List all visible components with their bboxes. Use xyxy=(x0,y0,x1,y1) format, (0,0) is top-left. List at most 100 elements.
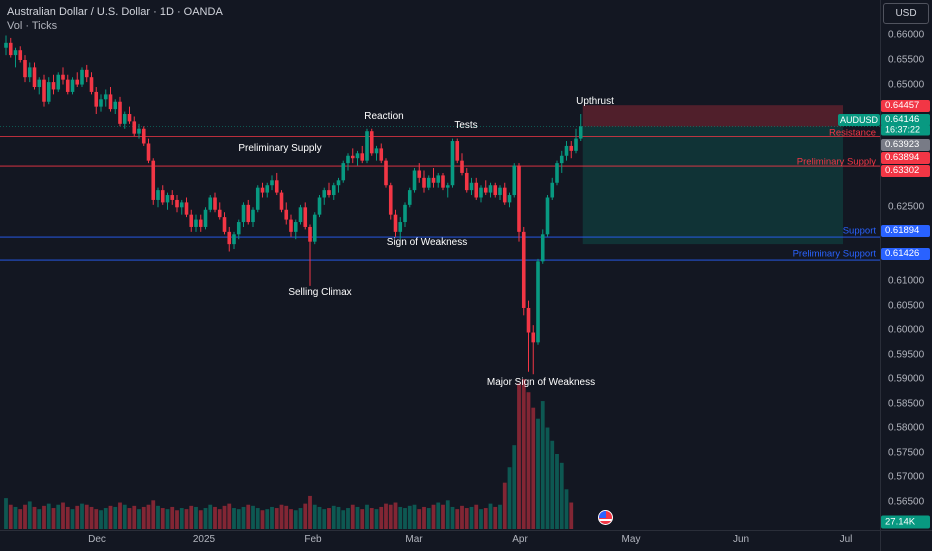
candle-body xyxy=(493,185,498,196)
price-tag: 0.61426 xyxy=(881,248,930,260)
candle-body xyxy=(118,101,122,124)
candle-body xyxy=(308,226,312,242)
volume-bar xyxy=(118,502,122,529)
candle-body xyxy=(65,79,70,92)
volume-bar xyxy=(355,506,360,529)
volume-bar xyxy=(137,509,141,529)
volume-bar xyxy=(517,383,521,529)
preliminary-support-label: Preliminary Support xyxy=(792,248,876,260)
volume-bar xyxy=(350,504,355,529)
candle-body xyxy=(460,160,464,173)
price-tick-label: 0.65000 xyxy=(888,79,925,91)
candle-body xyxy=(56,74,61,90)
price-tag: 0.61894 xyxy=(881,225,930,237)
candle-body xyxy=(474,182,479,198)
volume-bar xyxy=(56,504,61,529)
volume-bar xyxy=(564,489,569,529)
candle-body xyxy=(312,214,317,242)
volume-bar xyxy=(32,506,37,529)
volume-bar xyxy=(388,504,393,529)
volume-bar xyxy=(331,505,336,529)
candle-body xyxy=(289,219,293,232)
support-label: Support xyxy=(842,225,876,237)
candle-body xyxy=(203,209,208,227)
candle-body xyxy=(175,199,179,208)
volume-bar xyxy=(255,508,260,529)
time-label-jul: Jul xyxy=(839,534,853,545)
chart-area[interactable]: Australian Dollar / U.S. Dollar · 1D · O… xyxy=(0,0,880,530)
candle-body xyxy=(436,175,441,183)
volume-bar xyxy=(251,505,255,529)
candle-body xyxy=(13,50,18,56)
candle-body xyxy=(189,214,194,227)
preliminary-supply-label: Preliminary Supply xyxy=(796,156,876,168)
volume-bar xyxy=(426,508,431,529)
volume-bar xyxy=(80,503,84,529)
volume-bar xyxy=(132,505,137,529)
candle-body xyxy=(184,202,189,215)
candlestick-chart[interactable] xyxy=(0,0,880,530)
volume-bar xyxy=(498,504,502,529)
candle-body xyxy=(61,74,65,80)
volume-bar xyxy=(94,509,99,529)
volume-bar xyxy=(569,502,574,529)
candle-body xyxy=(108,94,113,110)
candle-body xyxy=(379,148,384,161)
volume-bar xyxy=(13,506,18,529)
volume-bar xyxy=(274,508,279,529)
earnings-event-icon[interactable] xyxy=(598,510,613,525)
volume-bar xyxy=(298,508,303,529)
candle-body xyxy=(103,94,108,100)
time-label-apr: Apr xyxy=(512,534,528,545)
price-tick-label: 0.59000 xyxy=(888,373,925,385)
volume-value-tag: 27.14K xyxy=(881,515,930,529)
candle-body xyxy=(255,187,260,210)
candle-body xyxy=(42,79,46,102)
candle-body xyxy=(498,187,502,196)
volume-bar xyxy=(545,427,550,529)
price-scale[interactable]: 0.66000 0.65500 0.65000 0.60000 0.60500 0.610… xyxy=(880,0,932,530)
price-tag: 0.63923 xyxy=(881,139,930,151)
volume-bar xyxy=(403,508,407,529)
volume-indicator-label[interactable]: Vol · Ticks xyxy=(7,20,58,32)
volume-bar xyxy=(493,506,498,529)
candle-body xyxy=(369,131,374,154)
candle-body xyxy=(113,101,118,110)
volume-bar xyxy=(512,445,517,529)
candle-body xyxy=(422,177,426,188)
candle-body xyxy=(27,67,32,78)
volume-bar xyxy=(365,504,369,529)
annotation-major-sign-of-weakness: Major Sign of Weakness xyxy=(486,377,596,388)
volume-bar xyxy=(346,508,350,529)
candle-body xyxy=(536,261,540,343)
volume-bar xyxy=(279,504,284,529)
candle-body xyxy=(384,160,388,186)
candle-body xyxy=(450,141,455,186)
volume-bar xyxy=(474,504,479,529)
symbol-title[interactable]: Australian Dollar / U.S. Dollar · 1D · O… xyxy=(7,6,223,18)
volume-bar xyxy=(317,506,322,529)
price-tick-label: 0.66000 xyxy=(888,29,925,41)
candle-body xyxy=(393,214,398,232)
candle-body xyxy=(350,155,355,159)
annotation-tests: Tests xyxy=(454,120,478,131)
price-tick-label: 0.61000 xyxy=(888,275,925,287)
volume-bar xyxy=(8,504,13,529)
volume-bar xyxy=(536,418,540,529)
candle-body xyxy=(222,217,227,232)
volume-bar xyxy=(4,498,8,529)
currency-button[interactable]: USD xyxy=(883,3,929,24)
candle-body xyxy=(517,165,521,232)
candle-body xyxy=(70,79,75,92)
volume-bar xyxy=(360,509,365,529)
price-tick-label: 0.57500 xyxy=(888,447,925,459)
candle-body xyxy=(151,160,156,200)
candle-body xyxy=(198,219,203,227)
time-axis[interactable] xyxy=(0,530,880,551)
volume-bar xyxy=(521,379,526,529)
volume-bar xyxy=(479,509,483,529)
volume-bar xyxy=(270,506,274,529)
candle-body xyxy=(160,190,165,203)
volume-bar xyxy=(89,506,94,529)
volume-bar xyxy=(460,505,464,529)
